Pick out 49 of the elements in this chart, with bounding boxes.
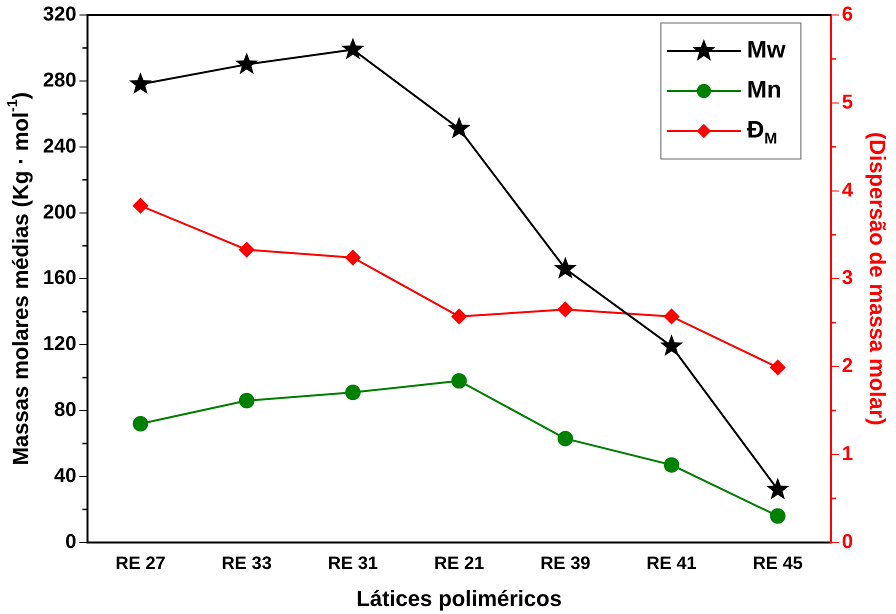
- point: [451, 373, 467, 389]
- y2-tick-label: 1: [842, 443, 853, 466]
- point: [132, 416, 148, 432]
- point: [451, 308, 467, 324]
- y2-tick-label: 4: [842, 179, 854, 202]
- x-tick-label: RE 27: [115, 553, 166, 574]
- point: [238, 392, 254, 408]
- y-tick-label: 40: [54, 464, 76, 487]
- point: [770, 360, 786, 376]
- y-tick-label: 240: [42, 135, 76, 158]
- y-tick-label: 160: [42, 267, 76, 290]
- y-axis-title: Massas molares médias (Kg · mol-1): [5, 92, 34, 466]
- y-tick-label: 0: [65, 530, 76, 553]
- y-tick-label: 200: [42, 201, 76, 224]
- point: [132, 198, 148, 214]
- point: [558, 302, 574, 318]
- point: [664, 457, 680, 473]
- point: [664, 308, 680, 324]
- legend-label: Mn: [746, 76, 782, 104]
- x-tick-label: RE 33: [222, 553, 272, 574]
- y-tick-label: 80: [54, 399, 76, 422]
- point: [770, 508, 786, 524]
- y2-tick-label: 5: [842, 91, 853, 114]
- point: [235, 52, 258, 74]
- y2-tick-label: 2: [842, 355, 853, 378]
- point: [554, 256, 577, 279]
- point: [448, 116, 471, 138]
- x-axis-title: Látices poliméricos: [356, 586, 562, 612]
- point: [341, 38, 364, 60]
- x-tick-label: RE 39: [540, 553, 590, 574]
- point: [238, 242, 254, 258]
- point: [345, 384, 361, 400]
- legend-label: Mw: [746, 36, 786, 64]
- y2-tick-label: 3: [842, 267, 853, 290]
- point: [345, 250, 361, 266]
- x-tick-label: RE 21: [434, 553, 484, 574]
- x-tick-label: RE 31: [328, 553, 378, 574]
- y-tick-label: 280: [42, 69, 76, 92]
- x-tick-label: RE 41: [646, 553, 697, 574]
- point: [129, 72, 152, 94]
- point: [558, 430, 574, 446]
- y2-tick-label: 6: [842, 4, 853, 26]
- y2-axis-title: (Dispersão de massa molar): [864, 132, 890, 426]
- x-tick-label: RE 45: [752, 553, 803, 574]
- point: [766, 478, 790, 500]
- point: [660, 334, 683, 356]
- y-tick-label: 320: [42, 4, 76, 26]
- y-tick-label: 120: [42, 333, 76, 356]
- y2-tick-label: 0: [842, 530, 853, 553]
